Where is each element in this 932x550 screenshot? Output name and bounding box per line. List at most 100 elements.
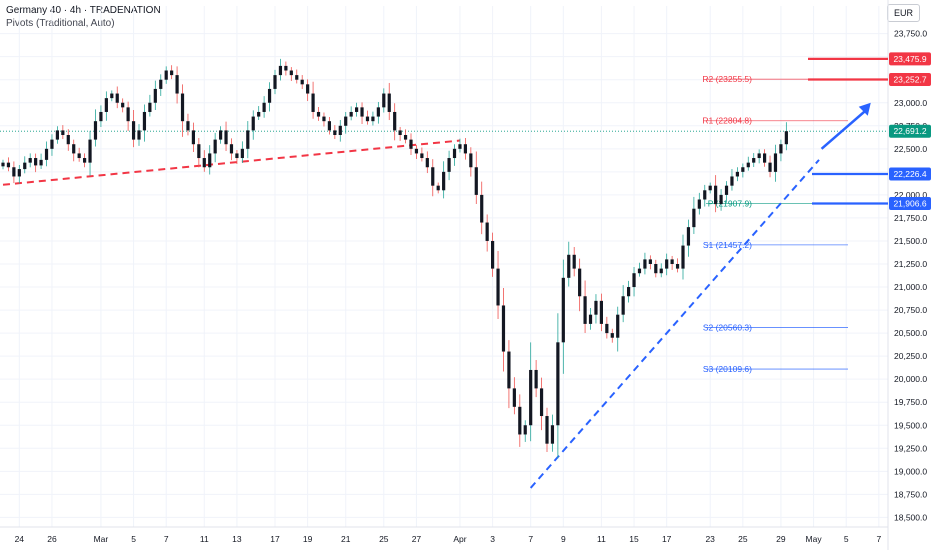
- pivot-label-s2: S2 (20560.3): [703, 323, 752, 333]
- candle-body: [115, 93, 119, 103]
- candle-body: [382, 93, 386, 108]
- y-tick-label: 21,250.0: [894, 259, 927, 269]
- chart-title: Germany 40 · 4h · TRADENATION: [6, 5, 161, 16]
- candle-body: [284, 65, 288, 71]
- candle-body: [93, 121, 98, 140]
- pivot-label-p: P (21907.9): [708, 198, 752, 208]
- candle-body: [512, 388, 516, 407]
- price-tag-label: 22,691.2: [893, 126, 926, 136]
- currency-badge[interactable]: EUR: [886, 4, 920, 22]
- candle-body: [246, 130, 250, 149]
- candle-body: [66, 135, 70, 145]
- y-tick-label: 18,750.0: [894, 489, 927, 499]
- candle-body: [654, 264, 658, 274]
- candle-body: [121, 102, 125, 108]
- candle-body: [567, 254, 571, 278]
- price-tag-label: 23,475.9: [893, 54, 926, 64]
- candle-body: [355, 107, 359, 112]
- candle-body: [170, 70, 174, 76]
- candle-body: [708, 185, 712, 191]
- candle-body: [126, 107, 130, 122]
- x-tick-label: 26: [47, 534, 57, 544]
- candle-body: [186, 121, 190, 131]
- candle-body: [627, 287, 631, 297]
- candle-body: [485, 222, 489, 241]
- indicator-legend[interactable]: Pivots (Traditional, Auto): [6, 18, 115, 29]
- candle-body: [447, 158, 451, 172]
- candle-body: [610, 333, 614, 338]
- x-tick-label: 17: [662, 534, 672, 544]
- candle-body: [409, 139, 413, 149]
- y-tick-label: 20,000.0: [894, 374, 927, 384]
- candle-body: [648, 259, 652, 264]
- candle-body: [621, 296, 625, 315]
- candle-body: [670, 259, 674, 264]
- price-tag: 22,226.4: [889, 167, 931, 181]
- candle-body: [768, 162, 772, 172]
- y-tick-label: 21,000.0: [894, 282, 927, 292]
- price-tag-bg: [889, 72, 931, 86]
- x-tick-label: 7: [528, 534, 533, 544]
- candle-body: [83, 158, 87, 163]
- candle-body: [773, 153, 778, 172]
- y-tick-label: 19,000.0: [894, 466, 927, 476]
- candle-body: [686, 227, 691, 246]
- x-tick-label: 9: [561, 534, 566, 544]
- candle-body: [561, 277, 565, 343]
- candle-body: [752, 158, 756, 163]
- candle-body: [469, 153, 473, 168]
- candle-body: [55, 130, 59, 140]
- x-tick-label: May: [806, 534, 823, 544]
- candle-body: [637, 268, 642, 274]
- candle-body: [289, 70, 293, 76]
- target-arrow-head: [858, 102, 871, 116]
- y-tick-label: 22,000.0: [894, 190, 927, 200]
- price-tag-bg: [889, 196, 931, 210]
- y-tick-label: 20,750.0: [894, 305, 927, 315]
- x-tick-label: 11: [200, 534, 209, 544]
- candle-body: [659, 268, 663, 274]
- candle-body: [99, 111, 103, 122]
- candle-body: [208, 153, 212, 168]
- candle-body: [452, 148, 457, 159]
- y-tick-label: 20,500.0: [894, 328, 927, 338]
- candle-body: [393, 111, 397, 131]
- candle-body: [104, 98, 108, 112]
- candle-body: [175, 75, 179, 94]
- x-tick-label: 13: [232, 534, 242, 544]
- price-tags: 23,475.9 23,252.7 22,691.2 22,226.4 21,906.6: [889, 52, 931, 210]
- candle-body: [550, 425, 555, 444]
- time-axis: 24 26 Mar 5 7 11 13 17 19 21 25 27 Apr 3 7 9 11 15 17 23 25 2…: [15, 534, 882, 544]
- y-tick-label: 18,500.0: [894, 512, 927, 522]
- candle-body: [578, 268, 582, 297]
- candle-body: [1, 162, 5, 167]
- candle-body: [333, 130, 337, 135]
- pivot-label-s1: S1 (21457.2): [703, 240, 752, 250]
- y-tick-label: 22,500.0: [894, 144, 927, 154]
- candle-body: [779, 144, 783, 154]
- x-tick-label: 25: [738, 534, 748, 544]
- candle-body: [599, 300, 603, 324]
- candle-body: [746, 162, 750, 168]
- candle-body: [431, 167, 435, 186]
- x-tick-label: 5: [131, 534, 136, 544]
- candle-body: [278, 65, 283, 76]
- candle-body: [327, 121, 331, 131]
- x-tick-label: 27: [412, 534, 422, 544]
- candle-body: [197, 144, 201, 159]
- candle-body: [251, 116, 255, 131]
- candle-body: [137, 130, 141, 140]
- candle-body: [23, 162, 27, 170]
- candle-body: [496, 268, 500, 306]
- candle-body: [741, 167, 745, 172]
- candle-body: [605, 323, 609, 334]
- candle-body: [131, 121, 136, 140]
- candle-body: [39, 159, 43, 166]
- candle-body: [6, 162, 11, 168]
- candle-body: [529, 369, 533, 426]
- candle-body: [681, 245, 685, 269]
- candle-body: [344, 116, 348, 126]
- candle-body: [61, 130, 65, 135]
- candle-body: [588, 314, 593, 324]
